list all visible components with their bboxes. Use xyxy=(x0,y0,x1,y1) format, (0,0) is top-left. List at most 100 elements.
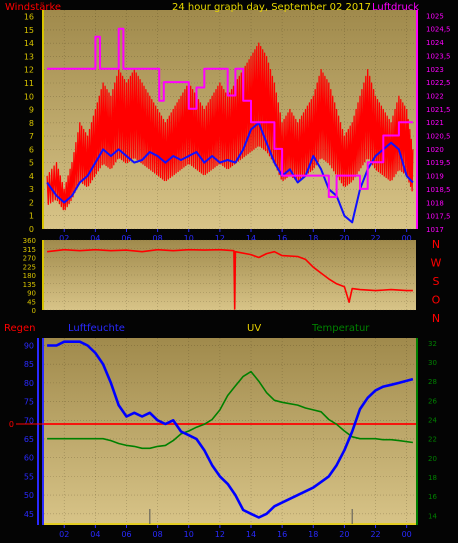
x-tick-label: 00 xyxy=(402,530,412,539)
pressure-y-tick-label: 1017,5 xyxy=(426,213,451,221)
pressure-y-tick-label: 1022,5 xyxy=(426,79,451,87)
humidity-y-tick-label: 85 xyxy=(24,360,34,369)
humidity-y-tick-label: 55 xyxy=(24,472,34,481)
x-tick-label: 06 xyxy=(121,530,131,539)
temperature-line xyxy=(47,370,414,450)
humidity-y-tick-label: 45 xyxy=(24,510,34,519)
direction-y-tick-label: 360 xyxy=(23,237,36,245)
x-tick-label: 10 xyxy=(184,530,194,539)
wind-y-tick-label: 5 xyxy=(29,159,34,168)
temperature-y-tick-label: 16 xyxy=(428,493,437,501)
pressure-y-tick-label: 1021,5 xyxy=(426,106,451,114)
pressure-y-tick-label: 1017 xyxy=(426,226,444,234)
x-tick-label: 08 xyxy=(153,530,163,539)
pressure-y-tick-label: 1024 xyxy=(426,39,444,47)
humidity-y-tick-label: 90 xyxy=(24,341,34,350)
direction-y-tick-label: 225 xyxy=(23,263,36,271)
humidity-y-tick-label: 60 xyxy=(24,454,34,463)
humidity-y-tick-label: 75 xyxy=(24,398,34,407)
rain-zero-label: 0 xyxy=(9,420,14,429)
wind-y-tick-label: 6 xyxy=(29,145,34,154)
wind-y-tick-label: 16 xyxy=(24,13,34,22)
wind-y-tick-label: 3 xyxy=(29,185,34,194)
x-tick-label: 16 xyxy=(277,530,287,539)
x-tick-label: 00 xyxy=(402,234,412,243)
pressure-axis-title: Luftdruck xyxy=(372,2,419,13)
pressure-y-tick-label: 1024,5 xyxy=(426,26,451,34)
temperature-right-axis: 14 16 18 20 22 24 26 28 30 32 xyxy=(416,338,437,525)
humidity-y-tick-label: 65 xyxy=(24,435,34,444)
temperature-y-tick-label: 14 xyxy=(428,512,437,520)
x-tick-label: 16 xyxy=(277,234,287,243)
direction-series-group xyxy=(47,248,413,310)
x-tick-label: 18 xyxy=(308,530,318,539)
wind-y-tick-label: 10 xyxy=(24,92,34,101)
wind-y-tick-label: 11 xyxy=(24,79,34,88)
pressure-y-tick-label: 1025 xyxy=(426,12,444,20)
wind-y-tick-label: 2 xyxy=(29,198,34,207)
wind-average-line xyxy=(46,121,414,224)
wind-y-tick-label: 14 xyxy=(24,39,34,48)
x-tick-label: 04 xyxy=(90,530,100,539)
direction-y-tick-label: 270 xyxy=(23,255,36,263)
pressure-y-tick-label: 1023 xyxy=(426,66,444,74)
temperature-y-tick-label: 18 xyxy=(428,474,437,482)
compass-label: N xyxy=(432,312,440,325)
humidity-y-tick-label: 50 xyxy=(24,491,34,500)
x-tick-label: 12 xyxy=(215,234,225,243)
humidity-y-tick-label: 80 xyxy=(24,379,34,388)
x-tick-label: 18 xyxy=(308,234,318,243)
x-tick-label: 10 xyxy=(184,234,194,243)
uv-label: UV xyxy=(247,323,261,334)
wind-y-tick-label: 13 xyxy=(24,52,34,61)
x-tick-label: 06 xyxy=(121,234,131,243)
wind-direction-line xyxy=(47,248,413,310)
wind-y-tick-label: 0 xyxy=(29,225,34,234)
temperature-y-tick-label: 28 xyxy=(428,378,437,386)
chart-title: 24 hour graph day, September 02 2017 xyxy=(172,2,371,13)
humidity-y-tick-label: 70 xyxy=(24,416,34,425)
wind-y-tick-label: 4 xyxy=(29,172,34,181)
x-tick-label: 02 xyxy=(59,234,69,243)
compass-label: W xyxy=(431,257,442,270)
compass-label: S xyxy=(433,275,440,288)
temperature-y-tick-label: 22 xyxy=(428,436,437,444)
direction-plot-area xyxy=(44,240,416,310)
humidity-series-group xyxy=(44,340,416,525)
x-tick-label: 22 xyxy=(370,234,380,243)
temperature-y-tick-label: 20 xyxy=(428,455,437,463)
direction-y-tick-label: 135 xyxy=(23,281,36,289)
temperature-label: Temperatur xyxy=(311,323,370,334)
compass-label: O xyxy=(432,294,441,307)
x-tick-label: 04 xyxy=(90,234,100,243)
wind-gust-line xyxy=(46,42,414,211)
pressure-right-axis: 1017 1017,5 1018 1018,5 1019 1019,5 1020 1020,5… xyxy=(416,10,451,234)
direction-y-tick-label: 45 xyxy=(27,298,36,306)
pressure-y-tick-label: 1023,5 xyxy=(426,52,451,60)
humidity-line xyxy=(47,340,414,519)
temperature-y-tick-label: 32 xyxy=(428,340,437,348)
x-tick-label: 22 xyxy=(370,530,380,539)
pressure-y-tick-label: 1020,5 xyxy=(426,133,451,141)
temperature-y-tick-label: 26 xyxy=(428,397,437,405)
direction-y-tick-label: 315 xyxy=(23,246,36,254)
rain-label: Regen xyxy=(4,323,36,334)
direction-y-tick-label: 90 xyxy=(27,290,36,298)
wind-series-group xyxy=(46,27,414,224)
direction-y-tick-label: 180 xyxy=(23,272,36,280)
wind-y-tick-label: 7 xyxy=(29,132,34,141)
pressure-y-tick-label: 1020 xyxy=(426,146,444,154)
temperature-y-tick-label: 30 xyxy=(428,359,437,367)
temperature-y-tick-label: 24 xyxy=(428,417,437,425)
pressure-y-tick-label: 1018 xyxy=(426,199,444,207)
pressure-y-tick-label: 1019,5 xyxy=(426,159,451,167)
wind-y-tick-label: 1 xyxy=(29,212,34,221)
wind-y-tick-label: 9 xyxy=(29,106,34,115)
x-tick-label: 02 xyxy=(59,530,69,539)
direction-y-tick-label: 0 xyxy=(32,307,36,315)
